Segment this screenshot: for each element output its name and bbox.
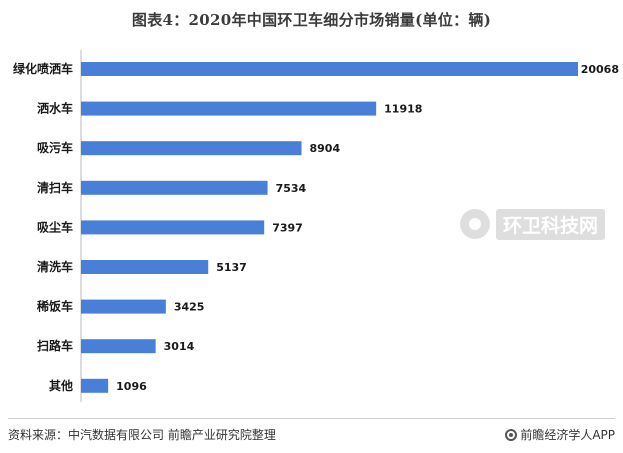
brand-credit: 前瞻经济学人APP bbox=[505, 426, 615, 443]
brand-logo-icon bbox=[505, 428, 518, 441]
bar-4 bbox=[81, 220, 265, 235]
value-label: 7534 bbox=[276, 182, 307, 195]
footer-divider bbox=[8, 418, 615, 419]
category-label: 其他 bbox=[49, 378, 73, 393]
value-label: 3014 bbox=[164, 340, 195, 353]
watermark-text: 环卫科技网 bbox=[495, 208, 605, 240]
category-label: 清洗车 bbox=[37, 259, 73, 274]
value-label: 5137 bbox=[216, 261, 247, 274]
category-label: 吸尘车 bbox=[37, 219, 73, 234]
watermark-logo-icon bbox=[459, 209, 490, 239]
chart-title: 图表4：2020年中国环卫车细分市场销量(单位：辆) bbox=[131, 11, 492, 29]
bar-5 bbox=[81, 260, 209, 274]
category-label: 清扫车 bbox=[37, 180, 73, 195]
category-label: 扫路车 bbox=[37, 338, 73, 353]
bar-7 bbox=[81, 339, 156, 354]
source-note: 资料来源：中汽数据有限公司 前瞻产业研究院整理 bbox=[8, 428, 276, 442]
watermark: 环卫科技网 bbox=[459, 206, 605, 242]
bar-chart: 绿化喷洒车 20068 洒水车 11918 吸污车 8904 清扫车 7534 吸尘车 7397 清… bbox=[13, 50, 619, 402]
bar-2 bbox=[81, 141, 302, 156]
category-label: 吸污车 bbox=[37, 140, 73, 155]
value-label: 20068 bbox=[581, 63, 619, 76]
value-label: 7397 bbox=[272, 221, 303, 234]
bar-6 bbox=[81, 299, 166, 314]
category-label: 洒水车 bbox=[37, 101, 73, 116]
bar-0 bbox=[81, 62, 578, 76]
value-label: 8904 bbox=[310, 142, 341, 155]
brand-name: 前瞻经济学人APP bbox=[520, 428, 615, 442]
value-label: 11918 bbox=[384, 103, 422, 116]
bar-8 bbox=[81, 378, 109, 393]
value-label: 1096 bbox=[116, 380, 147, 393]
category-label: 绿化喷洒车 bbox=[13, 61, 73, 76]
bar-1 bbox=[81, 101, 377, 116]
category-label: 稀饭车 bbox=[37, 299, 73, 314]
bar-3 bbox=[81, 180, 268, 195]
value-label: 3425 bbox=[174, 301, 205, 314]
